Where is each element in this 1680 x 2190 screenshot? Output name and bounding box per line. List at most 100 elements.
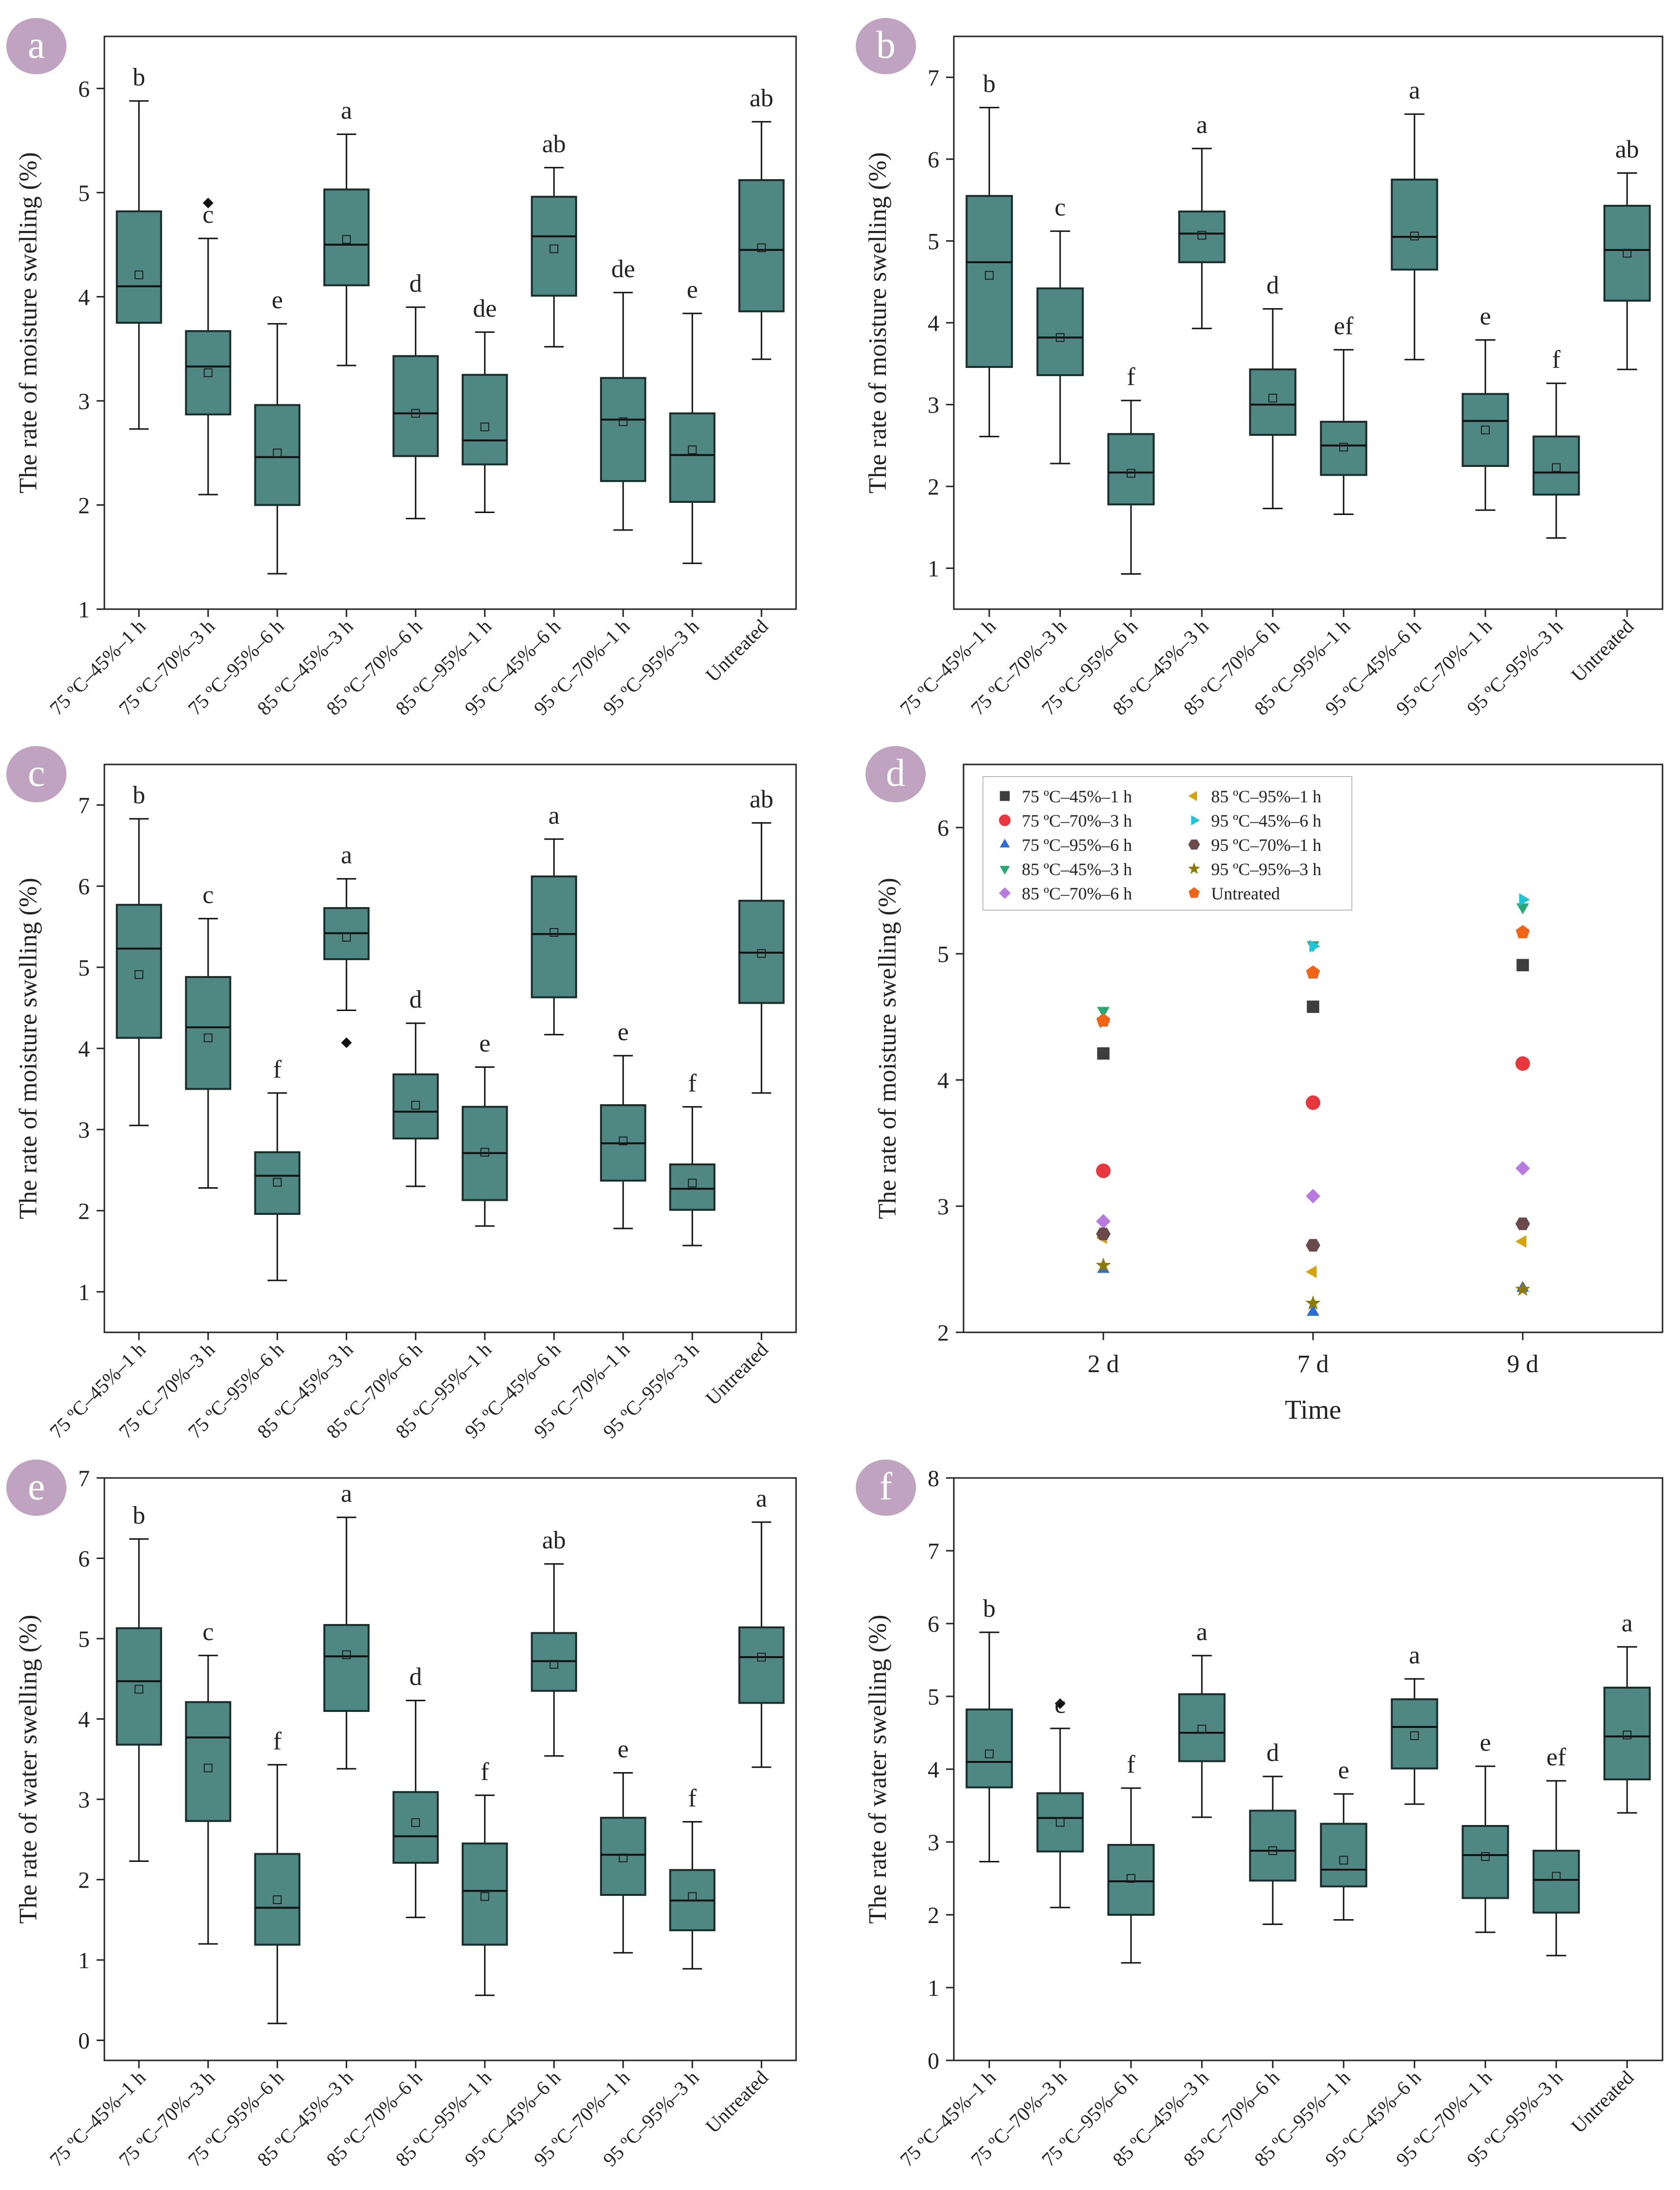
plot-frame — [103, 35, 797, 610]
legend-marker — [1188, 839, 1200, 850]
data-point — [1306, 1239, 1320, 1252]
box — [1462, 393, 1509, 467]
box — [323, 1624, 370, 1712]
box-group: e95 ºC–70%–1 h — [530, 1018, 647, 1443]
data-point — [1515, 1235, 1527, 1248]
panel-c: 1 2 3 4 5 6 7 The rate of moisture swelling (%)… — [6, 746, 797, 1443]
y-tick-label: 6 — [928, 1611, 939, 1637]
data-point — [1516, 959, 1529, 972]
significance-letter: a — [1621, 1609, 1632, 1637]
data-point — [1096, 1013, 1111, 1027]
y-axis-label: The rate of water swelling (%) — [15, 1615, 42, 1924]
significance-letter: d — [1266, 1739, 1279, 1767]
y-axis-label: The rate of moisture swelling (%) — [874, 878, 901, 1219]
box-group: e95 ºC–70%–1 h — [530, 1735, 647, 2171]
box — [323, 188, 370, 286]
y-tick-label: 7 — [78, 1466, 90, 1492]
mean-marker — [342, 1650, 351, 1659]
legend-marker — [1188, 791, 1197, 801]
box-group: f75 ºC–95%–6 h — [1037, 363, 1155, 719]
data-point — [1096, 1228, 1111, 1241]
data-point — [1306, 1189, 1320, 1204]
mean-marker — [1552, 1872, 1561, 1881]
box-group: d85 ºC–70%–6 h — [1179, 271, 1297, 719]
y-tick-label: 5 — [928, 229, 939, 254]
y-axis-label: The rate of moisture swelling (%) — [864, 152, 892, 493]
y-tick-label: 2 — [78, 1868, 90, 1893]
y-tick-label: 4 — [937, 1068, 949, 1094]
x-tick-label: Untreated — [701, 2066, 772, 2138]
panel-badge — [856, 1460, 916, 1516]
y-tick-label: 7 — [928, 1539, 939, 1564]
box — [1178, 1693, 1226, 1762]
box — [116, 210, 162, 324]
significance-letter: ab — [542, 1526, 566, 1554]
x-tick-label: Untreated — [1567, 615, 1638, 686]
mean-marker — [1410, 232, 1419, 241]
significance-letter: ef — [1547, 1743, 1566, 1771]
y-tick-label: 0 — [928, 2048, 939, 2074]
y-tick-label: 0 — [78, 2028, 90, 2054]
legend-label: 95 ºC–45%–6 h — [1211, 811, 1321, 830]
significance-letter: b — [133, 64, 145, 91]
legend-marker — [999, 791, 1010, 801]
box — [669, 412, 715, 503]
box — [1603, 1687, 1651, 1780]
box — [1532, 435, 1580, 496]
box — [1249, 1809, 1297, 1882]
mean-marker — [618, 417, 628, 426]
y-tick-label: 3 — [78, 1787, 90, 1813]
box-group: ab Untreated — [701, 785, 785, 1410]
outlier-marker — [1055, 1698, 1065, 1709]
box-group: d85 ºC–70%–6 h — [322, 270, 439, 719]
box-group: ab Untreated — [701, 84, 785, 686]
mean-marker — [1198, 1725, 1206, 1734]
significance-letter: b — [133, 781, 145, 809]
panel-letter: d — [886, 752, 905, 795]
box — [1532, 1850, 1580, 1914]
data-point — [1097, 1007, 1110, 1018]
mean-marker — [1339, 443, 1348, 452]
panel-f: 0 1 2 3 4 5 6 7 8 The rate of water swelling (%) f… — [856, 1460, 1663, 2171]
legend-label: 95 ºC–70%–1 h — [1211, 835, 1321, 855]
box-group: b75 ºC–45%–1 h — [45, 1502, 162, 2171]
mean-marker — [1127, 469, 1135, 478]
outlier-marker — [341, 1037, 352, 1048]
y-tick-label: 4 — [78, 284, 90, 310]
significance-letter: de — [473, 295, 497, 322]
panel-b: 1 2 3 4 5 6 7 The rate of moisture swelling (%)… — [856, 18, 1663, 719]
y-axis-label: The rate of moisture swelling (%) — [15, 152, 42, 493]
panel-letter: a — [28, 24, 45, 66]
box — [738, 1626, 785, 1704]
data-point — [1097, 1047, 1110, 1060]
significance-letter: d — [1266, 271, 1279, 299]
box — [531, 196, 577, 297]
legend-box — [982, 776, 1352, 911]
significance-letter: d — [409, 1663, 422, 1691]
mean-marker — [203, 1763, 213, 1773]
y-tick-label: 6 — [928, 147, 939, 173]
x-tick-label: 9 d — [1507, 1350, 1539, 1378]
significance-letter: c — [1054, 1691, 1065, 1719]
panel-badge — [6, 746, 67, 802]
x-tick-label: 7 d — [1297, 1350, 1329, 1378]
significance-letter: f — [688, 1784, 697, 1812]
legend-marker — [999, 866, 1010, 875]
significance-letter: ab — [749, 785, 773, 813]
panel-badge — [6, 1460, 67, 1516]
panel-d: 2 3 4 5 6 The rate of moisture swelling (%) d 2… — [865, 746, 1663, 1425]
mean-marker — [985, 271, 994, 280]
mean-marker — [1056, 333, 1065, 342]
box — [185, 976, 232, 1090]
significance-letter: e — [617, 1735, 629, 1763]
significance-letter: d — [409, 986, 422, 1013]
box — [1036, 287, 1084, 376]
x-tick-label: Untreated — [1567, 2066, 1638, 2138]
significance-letter: e — [1480, 1729, 1491, 1757]
significance-letter: ab — [1615, 136, 1639, 164]
significance-letter: f — [481, 1758, 489, 1786]
mean-marker — [273, 1178, 282, 1187]
box-group: b75 ºC–45%–1 h — [45, 781, 162, 1443]
